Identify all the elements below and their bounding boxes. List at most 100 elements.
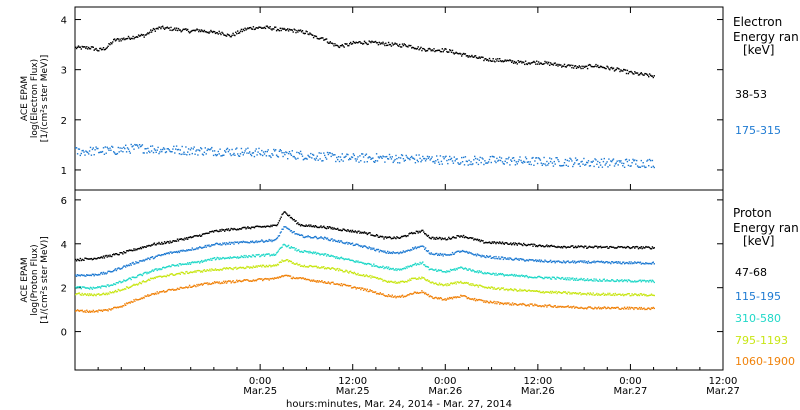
data-point	[82, 286, 84, 288]
data-point	[452, 253, 455, 255]
data-point	[545, 164, 547, 167]
data-point	[628, 246, 630, 249]
data-point	[175, 27, 178, 29]
data-point	[319, 158, 321, 160]
data-point	[166, 26, 168, 28]
data-point	[187, 287, 189, 289]
data-point	[171, 273, 173, 275]
data-point	[583, 157, 585, 160]
data-point	[530, 276, 532, 278]
data-point	[341, 241, 343, 244]
data-point	[376, 265, 379, 268]
data-point	[285, 29, 287, 32]
data-point	[477, 286, 480, 288]
data-point	[489, 273, 492, 275]
data-point	[504, 289, 506, 291]
data-point	[450, 51, 453, 53]
data-point	[598, 306, 600, 308]
data-point	[448, 51, 450, 53]
data-point	[426, 235, 429, 237]
data-point	[311, 265, 313, 268]
data-point	[173, 289, 175, 291]
data-point	[352, 260, 355, 262]
data-point	[339, 45, 342, 47]
data-point	[129, 38, 131, 40]
data-point	[363, 161, 366, 163]
data-point	[77, 309, 80, 312]
data-point	[546, 276, 548, 278]
data-point	[387, 294, 390, 296]
data-point	[583, 278, 585, 280]
data-point	[112, 254, 114, 256]
data-point	[218, 258, 220, 261]
data-point	[210, 148, 212, 150]
data-point	[581, 160, 583, 163]
data-point	[535, 277, 537, 279]
data-point	[432, 281, 434, 284]
data-point	[296, 29, 298, 32]
data-point	[189, 263, 192, 265]
data-point	[428, 47, 430, 50]
data-point	[348, 272, 350, 274]
data-point	[217, 230, 219, 233]
data-point	[566, 293, 568, 295]
data-point	[102, 147, 105, 149]
data-point	[195, 271, 197, 273]
data-point	[247, 266, 249, 268]
data-point	[398, 296, 400, 298]
data-point	[187, 148, 190, 150]
data-point	[632, 73, 634, 75]
data-point	[219, 32, 221, 34]
data-point	[79, 309, 81, 312]
data-point	[450, 237, 453, 240]
data-point	[188, 272, 191, 274]
data-point	[486, 287, 488, 289]
data-point	[492, 155, 494, 158]
data-point	[223, 243, 225, 245]
data-point	[89, 48, 92, 50]
data-point	[312, 34, 314, 36]
data-point	[457, 296, 459, 298]
data-point	[430, 157, 432, 160]
data-point	[572, 277, 574, 279]
data-point	[348, 159, 350, 161]
data-point	[616, 306, 618, 309]
data-point	[493, 156, 495, 158]
data-point	[106, 46, 108, 49]
data-point	[140, 297, 143, 299]
data-point	[483, 255, 485, 257]
data-point	[89, 294, 92, 296]
data-point	[365, 274, 368, 276]
data-point	[426, 250, 429, 253]
data-point	[586, 308, 588, 310]
data-point	[316, 226, 318, 229]
data-point	[609, 69, 611, 71]
data-point	[85, 293, 87, 296]
data-point	[106, 146, 108, 148]
data-point	[573, 305, 575, 308]
data-point	[563, 306, 566, 308]
data-point	[496, 257, 498, 260]
data-point	[299, 223, 301, 226]
data-point	[525, 158, 528, 160]
data-point	[203, 233, 206, 235]
data-point	[471, 163, 473, 166]
data-point	[140, 247, 143, 250]
data-point	[595, 245, 597, 247]
data-point	[278, 276, 281, 278]
data-point	[612, 307, 615, 309]
data-point	[536, 162, 539, 165]
data-point	[346, 270, 348, 272]
data-point	[225, 282, 228, 284]
data-point	[507, 257, 509, 259]
data-point	[366, 288, 368, 290]
data-point	[521, 161, 523, 164]
data-point	[233, 227, 235, 230]
data-point	[459, 251, 461, 253]
data-point	[506, 288, 508, 291]
x-tick-label: Mar.26	[428, 386, 462, 397]
data-point	[197, 154, 199, 156]
data-point	[553, 305, 555, 307]
data-point	[641, 73, 643, 75]
data-point	[265, 253, 268, 255]
